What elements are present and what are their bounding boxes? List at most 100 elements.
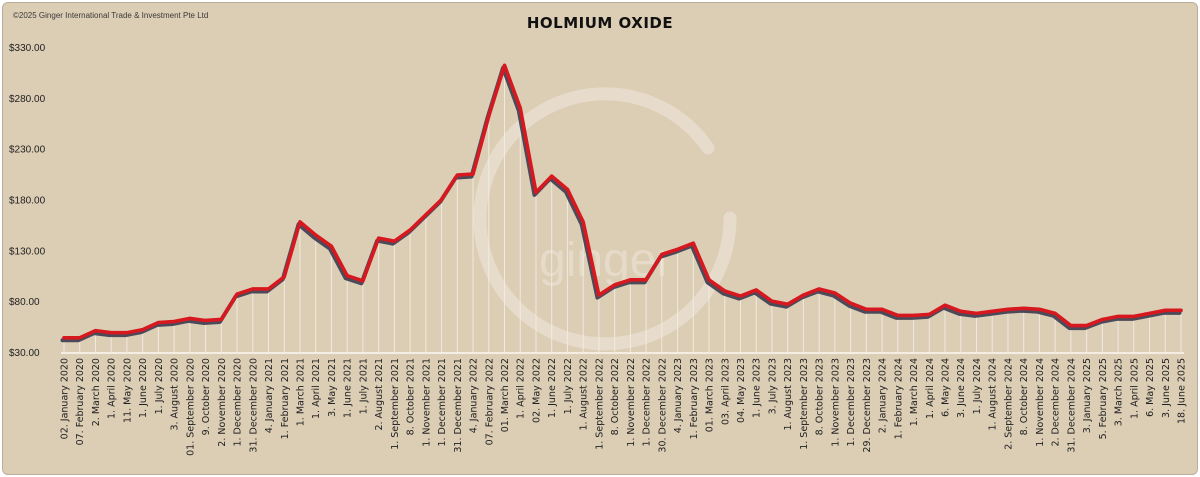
data-point	[345, 274, 349, 278]
x-tick-label: 03. April 2023	[720, 358, 731, 425]
data-point	[235, 292, 239, 296]
y-tick-label: $330.00	[9, 43, 46, 54]
data-point	[1037, 307, 1042, 311]
data-point	[424, 213, 428, 217]
x-tick-label: 1. February 2024	[893, 358, 904, 439]
x-tick-label: 6. May 2025	[1145, 358, 1156, 417]
x-tick-label: 1. June 2021	[343, 358, 354, 418]
x-tick-label: 1. December 2023	[846, 358, 857, 447]
x-tick-label: 1. November 2023	[830, 358, 841, 447]
x-tick-label: 4. January 2021	[264, 358, 275, 433]
data-point	[1132, 314, 1136, 319]
data-point	[1085, 323, 1089, 328]
x-tick-label: 3. July 2023	[767, 358, 778, 414]
data-point	[707, 278, 711, 282]
x-tick-label: 1. June 2023	[752, 358, 763, 418]
x-tick-label: 1. August 2023	[783, 358, 794, 431]
x-tick-label: 1. November 2022	[626, 358, 637, 447]
y-axis: $30.00 $80.00 $130.00 $180.00 $230.00 $280.00…	[9, 43, 46, 359]
x-tick-label: 07. February 2022	[484, 358, 495, 445]
data-point	[1022, 306, 1026, 310]
x-tick-label: 3. August 2020	[170, 358, 181, 431]
x-tick-label: 1. June 2022	[547, 358, 558, 418]
data-point	[203, 318, 208, 323]
x-tick-label: 1. September 2021	[390, 358, 401, 450]
data-point	[896, 313, 900, 317]
data-point	[141, 328, 145, 332]
x-tick-label: 1. July 2022	[563, 358, 574, 414]
data-point	[1006, 307, 1010, 311]
data-point	[188, 316, 192, 321]
data-point	[282, 275, 286, 279]
x-tick-label: 4. January 2023	[673, 358, 684, 433]
data-point	[502, 63, 507, 67]
data-point	[974, 311, 979, 315]
x-tick-label: 31. December 2021	[453, 358, 464, 453]
x-tick-label: 01. September 2020	[185, 358, 196, 456]
x-tick-label: 1. June 2020	[138, 358, 149, 418]
data-point	[628, 278, 632, 282]
copyright-notice: ©2025 Ginger International Trade & Inves…	[13, 11, 209, 20]
series-line	[62, 63, 1183, 340]
x-tick-label: 01. March 2023	[705, 358, 716, 432]
x-tick-label: 1. April 2021	[311, 358, 322, 419]
data-point	[471, 172, 475, 176]
x-tick-label: 1. April 2020	[107, 358, 118, 419]
data-point	[565, 187, 570, 191]
data-point	[219, 317, 223, 322]
x-tick-label: 1. December 2020	[233, 358, 244, 447]
x-tick-label: 18. June 2025	[1177, 358, 1188, 424]
x-tick-label: 1. November 2024	[1035, 358, 1046, 447]
x-tick-label: 11. May 2020	[122, 358, 133, 423]
data-point	[817, 287, 821, 291]
data-point	[581, 220, 585, 224]
data-point	[266, 287, 271, 291]
x-tick-label: 6. May 2024	[941, 358, 952, 417]
data-point	[990, 309, 994, 313]
data-point	[1100, 317, 1104, 322]
x-tick-label: 1. September 2022	[594, 358, 605, 450]
data-point	[156, 320, 160, 325]
x-tick-label: 02. May 2022	[531, 358, 542, 423]
data-point	[534, 190, 538, 194]
watermark-text: ginger	[539, 234, 672, 287]
x-tick-label: 3. June 2025	[1161, 358, 1172, 418]
data-point	[770, 299, 774, 303]
data-point	[377, 236, 381, 240]
x-tick-label: 1. April 2022	[516, 358, 527, 419]
data-point	[1163, 308, 1167, 312]
data-point	[691, 241, 695, 245]
x-tick-label: 3. June 2024	[956, 358, 967, 418]
data-point	[1147, 311, 1152, 315]
x-tick-label: 5. February 2025	[1098, 358, 1109, 439]
data-point	[911, 313, 916, 317]
data-point	[1053, 311, 1057, 315]
data-point	[298, 220, 302, 224]
x-tick-label: 1. March 2024	[909, 358, 920, 426]
data-point	[518, 106, 522, 110]
x-tick-label: 1. July 2020	[154, 358, 165, 414]
x-tick-label: 8. October 2022	[610, 358, 621, 435]
x-tick-label: 1. August 2022	[579, 358, 590, 431]
data-point	[880, 307, 884, 311]
data-point	[487, 114, 491, 118]
data-point	[78, 336, 82, 340]
x-tick-label: 1. April 2024	[925, 358, 936, 419]
data-point	[439, 197, 444, 202]
data-point	[109, 331, 113, 335]
drop-lines	[63, 65, 1182, 353]
x-tick-label: 2. January 2024	[878, 358, 889, 433]
x-axis: 02. January 2020 07. February 2020 2. Marc…	[60, 358, 1188, 456]
x-tick-label: 1. December 2021	[437, 358, 448, 447]
data-point	[786, 302, 790, 306]
data-point	[172, 319, 176, 324]
x-tick-label: 1. July 2024	[972, 358, 983, 414]
x-tick-label: 1. March 2021	[295, 358, 306, 426]
x-tick-label: 1. July 2021	[358, 358, 369, 414]
data-point	[644, 278, 648, 282]
watermark-ring	[473, 87, 737, 351]
data-point	[927, 312, 931, 316]
data-point	[361, 279, 365, 283]
x-tick-label: 04. May 2023	[736, 358, 747, 423]
ginger-watermark: ginger	[473, 87, 737, 351]
